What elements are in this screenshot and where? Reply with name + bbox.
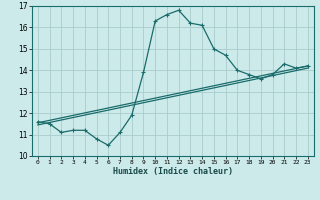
X-axis label: Humidex (Indice chaleur): Humidex (Indice chaleur) [113, 167, 233, 176]
